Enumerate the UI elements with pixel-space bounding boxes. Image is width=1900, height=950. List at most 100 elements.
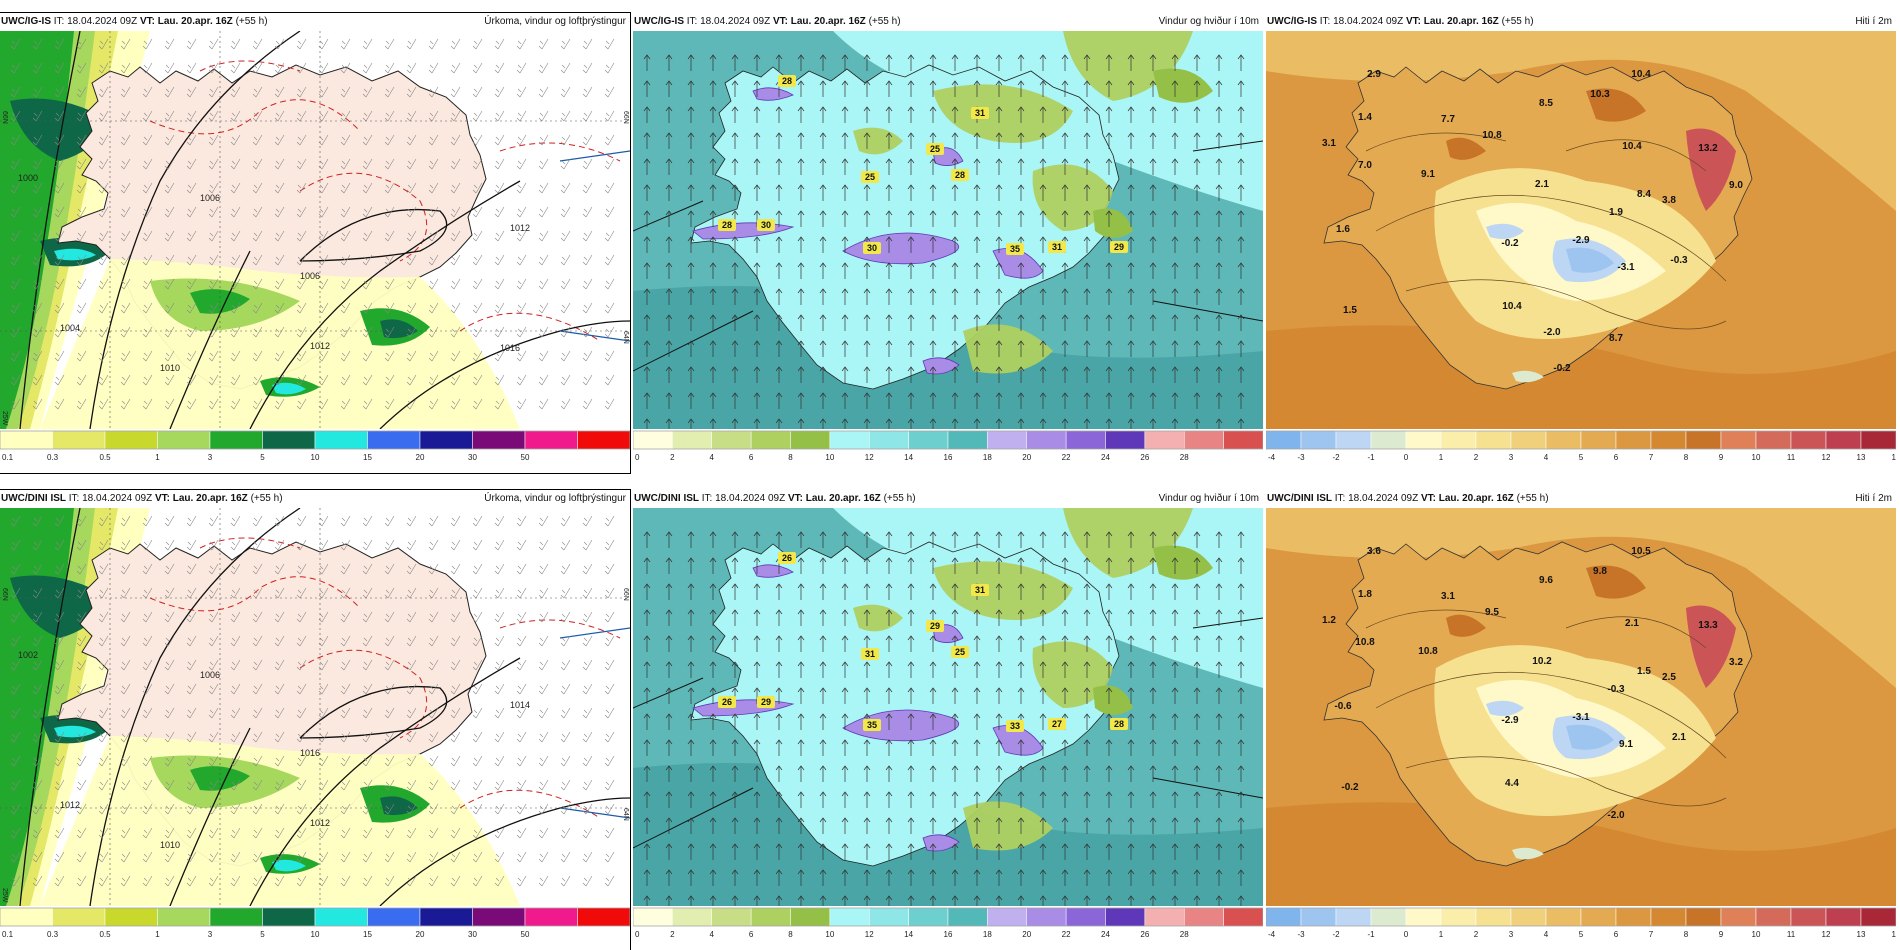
colorbar-tick-label: 16 bbox=[944, 453, 953, 462]
colorbar-swatch bbox=[1720, 907, 1757, 927]
gust-max-badge bbox=[926, 620, 944, 632]
colorbar-swatch bbox=[157, 430, 211, 450]
isobar-label: 1006 bbox=[300, 271, 320, 281]
colorbar-tick-label: 13 bbox=[1857, 930, 1866, 939]
gust-max-label: 31 bbox=[1052, 242, 1062, 252]
colorbar-tick-label: 9 bbox=[1719, 453, 1724, 462]
gust-max-badge bbox=[718, 219, 736, 231]
colorbar-tick-label: 5 bbox=[260, 930, 265, 939]
colorbar-tick-label: 5 bbox=[260, 453, 265, 462]
colorbar-tick-label: 50 bbox=[521, 453, 530, 462]
colorbar-tick-label: 22 bbox=[1062, 930, 1071, 939]
colorbar-tick-label: 6 bbox=[1614, 453, 1619, 462]
colorbar-tick-label: 11 bbox=[1787, 930, 1796, 939]
precip-map: 1002 1006 1010 1012 1014 1016 1012 66N 64N 66N 25W bbox=[0, 508, 630, 906]
valid-time: VT: Lau. 20.apr. 16Z bbox=[1420, 493, 1514, 504]
gust-max-badge bbox=[971, 584, 989, 596]
precip-map: 1000 1006 1010 1012 1012 1006 1004 1016 66N 64N 66… bbox=[0, 31, 630, 429]
colorbar-tick-label: 0 bbox=[635, 453, 640, 462]
gust-max-label: 25 bbox=[955, 647, 965, 657]
colorbar-swatch bbox=[829, 907, 870, 927]
temp-value-label: 10.4 bbox=[1631, 69, 1651, 80]
isobar-label: 1010 bbox=[160, 363, 180, 373]
colorbar-graphic: 0.1 0.3 0.5 1 3 5 10 15 20 30 50 bbox=[0, 430, 630, 462]
colorbar-tick-label: -2 bbox=[1332, 453, 1340, 462]
colorbar-tick-label: 0.5 bbox=[99, 930, 111, 939]
panel-title: Vindur og hviður í 10m bbox=[1158, 16, 1259, 27]
init-time: IT: 18.04.2024 09Z bbox=[1334, 493, 1419, 504]
gust-max-badge bbox=[1006, 243, 1024, 255]
colorbar-swatch bbox=[52, 430, 106, 450]
colorbar-swatch bbox=[1223, 430, 1263, 450]
colorbar-tick-label: 20 bbox=[1022, 930, 1031, 939]
temp-value-label: 10.5 bbox=[1631, 546, 1651, 557]
temp-value-label: 10.8 bbox=[1482, 130, 1502, 141]
colorbar-tick-label: 1 bbox=[155, 453, 160, 462]
temp-value-label: 3.8 bbox=[1662, 195, 1676, 206]
colorbar-tick-label: 3 bbox=[208, 453, 213, 462]
panel-header: UWC/DINI ISL IT: 18.04.2024 09Z VT: Lau.… bbox=[1266, 490, 1896, 508]
gust-max-label: 25 bbox=[865, 172, 875, 182]
temp-value-label: -0.3 bbox=[1670, 255, 1688, 266]
temp-value-label: 3.1 bbox=[1322, 138, 1336, 149]
colorbar-tick-label: 4 bbox=[710, 453, 715, 462]
init-time: IT: 18.04.2024 09Z bbox=[701, 493, 786, 504]
colorbar-swatch bbox=[262, 430, 316, 450]
temp-value-label: 8.4 bbox=[1637, 189, 1651, 200]
colorbar-tick-label: 14 bbox=[1892, 930, 1896, 939]
colorbar-swatch bbox=[1300, 907, 1337, 927]
temp-value-label: -0.2 bbox=[1553, 363, 1571, 374]
colorbar-swatch bbox=[1510, 430, 1547, 450]
colorbar-swatch bbox=[1370, 430, 1407, 450]
colorbar-swatch bbox=[577, 907, 630, 927]
colorbar-tick-label: 10 bbox=[1752, 930, 1761, 939]
isobar-label: 1016 bbox=[500, 343, 520, 353]
colorbar-swatch bbox=[1650, 430, 1687, 450]
run-label: UWC/DINI ISL bbox=[1, 493, 66, 504]
gust-max-label: 28 bbox=[722, 220, 732, 230]
gust-max-label: 35 bbox=[1010, 244, 1020, 254]
temp-value-label: 10.4 bbox=[1622, 141, 1642, 152]
colorbar-tick-label: -4 bbox=[1268, 930, 1276, 939]
colorbar-swatch bbox=[1650, 907, 1687, 927]
colorbar-tick-label: 0.3 bbox=[47, 930, 59, 939]
map-graphic: 1002 1006 1010 1012 1014 1016 1012 66N 64N 66N 25W bbox=[0, 508, 630, 906]
temp-value-label: -2.0 bbox=[1543, 327, 1561, 338]
isobar-label: 1004 bbox=[60, 323, 80, 333]
colorbar-tick-label: 9 bbox=[1719, 930, 1724, 939]
colorbar-tick-label: 26 bbox=[1140, 453, 1149, 462]
colorbar-swatch bbox=[1335, 907, 1372, 927]
colorbar-swatch bbox=[472, 907, 526, 927]
colorbar-swatch bbox=[908, 907, 949, 927]
valid-time: VT: Lau. 20.apr. 16Z bbox=[154, 493, 248, 504]
colorbar-tick-label: 16 bbox=[944, 930, 953, 939]
colorbar-swatch bbox=[829, 430, 870, 450]
gust-max-label: 35 bbox=[867, 720, 877, 730]
colorbar-swatch bbox=[367, 907, 421, 927]
lat-label: 66N bbox=[622, 111, 629, 124]
gust-max-badge bbox=[718, 696, 736, 708]
gust-max-label: 29 bbox=[761, 697, 771, 707]
colorbar-swatch bbox=[947, 907, 988, 927]
colorbar-swatch bbox=[104, 430, 158, 450]
run-label: UWC/DINI ISL bbox=[634, 493, 699, 504]
temp-value-label: 2.5 bbox=[1662, 672, 1676, 683]
colorbar-swatch bbox=[1510, 907, 1547, 927]
temp-value-label: 2.1 bbox=[1535, 179, 1549, 190]
colorbar-swatch bbox=[1825, 430, 1862, 450]
colorbar-swatch bbox=[1266, 907, 1302, 927]
wind-colorbar: 0 2 4 6 8 10 12 14 16 18 20 22 24 26 28 bbox=[633, 906, 1263, 942]
precip-colorbar: 0.1 0.3 0.5 1 3 5 10 15 20 30 50 bbox=[0, 429, 630, 465]
gust-max-label: 33 bbox=[1010, 721, 1020, 731]
gust-max-label: 31 bbox=[975, 108, 985, 118]
colorbar-tick-label: 18 bbox=[983, 930, 992, 939]
precip-colorbar: 0.1 0.3 0.5 1 3 5 10 15 20 30 50 bbox=[0, 906, 630, 942]
colorbar-tick-label: 12 bbox=[865, 453, 874, 462]
colorbar-tick-label: 3 bbox=[208, 930, 213, 939]
gust-max-badge bbox=[757, 696, 775, 708]
temp-value-label: 1.5 bbox=[1343, 305, 1357, 316]
run-label: UWC/DINI ISL bbox=[1267, 493, 1332, 504]
colorbar-tick-label: 22 bbox=[1062, 453, 1071, 462]
panel-title: Hiti í 2m bbox=[1855, 16, 1892, 27]
colorbar-swatch bbox=[1184, 907, 1224, 927]
